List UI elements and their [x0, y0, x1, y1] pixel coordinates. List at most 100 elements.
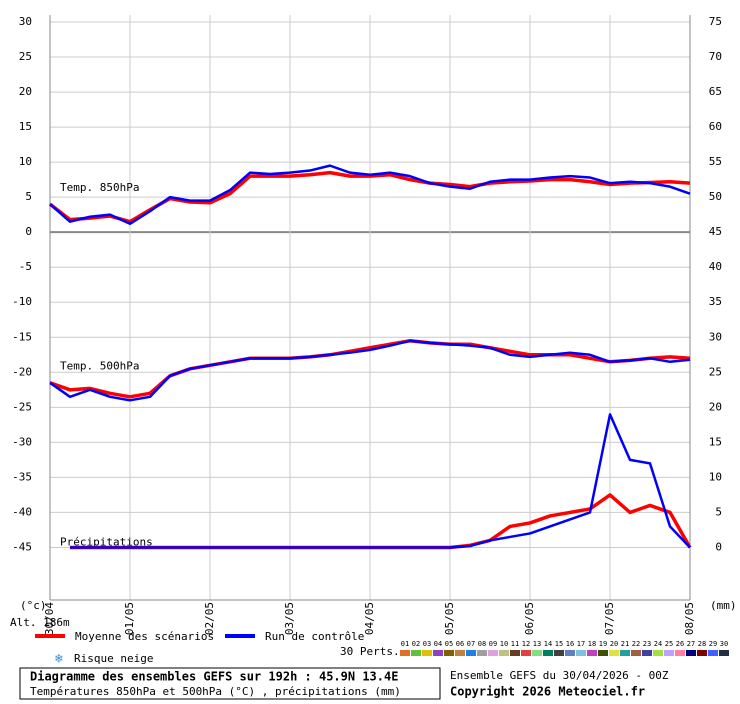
perturbation-label: 02: [412, 640, 420, 648]
perturbation-label: 28: [698, 640, 706, 648]
perturbation-label: 07: [467, 640, 475, 648]
perturbation-label: 05: [445, 640, 453, 648]
x-tick-label: 07/05: [603, 602, 616, 635]
perturbation-swatch: [631, 650, 641, 656]
perturbation-swatch: [609, 650, 619, 656]
annotation: Temp. 850hPa: [60, 181, 139, 194]
x-tick-label: 30/04: [43, 602, 56, 635]
perturbation-label: 13: [533, 640, 541, 648]
perturbation-label: 22: [632, 640, 640, 648]
perturbation-label: 23: [643, 640, 651, 648]
y-tick-label: -15: [12, 330, 32, 343]
y-tick-label: 20: [19, 85, 32, 98]
perturbation-label: 17: [577, 640, 585, 648]
y-tick-label: -30: [12, 435, 32, 448]
y-tick-label: -20: [12, 365, 32, 378]
y-tick-label: 30: [19, 15, 32, 28]
y-label: (°c): [20, 599, 47, 612]
perturbation-label: 25: [665, 640, 673, 648]
perturbation-swatch: [422, 650, 432, 656]
legend-label: Moyenne des scénarios: [75, 630, 214, 643]
perturbation-label: 27: [687, 640, 695, 648]
series-line: [49, 164, 691, 226]
legend-label: Risque neige: [74, 652, 153, 665]
perturbation-swatch: [576, 650, 586, 656]
perturbation-swatch: [400, 650, 410, 656]
y2-tick-label: 65: [709, 85, 722, 98]
perturbation-label: 20: [610, 640, 618, 648]
perturbation-label: 26: [676, 640, 684, 648]
perturbation-swatch: [543, 650, 553, 656]
perturbation-label: 06: [456, 640, 464, 648]
perturbations-label: 30 Perts.: [340, 645, 400, 658]
perturbation-label: 10: [500, 640, 508, 648]
perturbation-label: 21: [621, 640, 629, 648]
perturbation-swatch: [697, 650, 707, 656]
y-tick-label: 5: [25, 190, 32, 203]
perturbation-swatch: [719, 650, 729, 656]
y2-tick-label: 20: [709, 400, 722, 413]
perturbation-swatch: [433, 650, 443, 656]
y-tick-label: 10: [19, 155, 32, 168]
y-tick-label: -25: [12, 400, 32, 413]
x-tick-label: 08/05: [683, 602, 696, 635]
perturbation-label: 09: [489, 640, 497, 648]
y2-tick-label: 55: [709, 155, 722, 168]
y2-tick-label: 30: [709, 330, 722, 343]
y-tick-label: 0: [25, 225, 32, 238]
perturbation-label: 01: [401, 640, 409, 648]
perturbation-label: 08: [478, 640, 486, 648]
perturbation-swatch: [466, 650, 476, 656]
perturbation-swatch: [653, 650, 663, 656]
perturbation-swatch: [675, 650, 685, 656]
perturbation-swatch: [455, 650, 465, 656]
series-line: [49, 339, 691, 402]
perturbation-label: 16: [566, 640, 574, 648]
y2-tick-label: 50: [709, 190, 722, 203]
y-tick-label: -5: [19, 260, 32, 273]
perturbation-label: 30: [720, 640, 728, 648]
series-line: [49, 339, 691, 399]
perturbation-label: 12: [522, 640, 530, 648]
series-line: [70, 413, 691, 549]
perturbation-label: 11: [511, 640, 519, 648]
perturbation-swatch: [598, 650, 608, 656]
y2-tick-label: 10: [709, 470, 722, 483]
perturbation-swatch: [411, 650, 421, 656]
perturbation-swatch: [477, 650, 487, 656]
perturbation-swatch: [510, 650, 520, 656]
perturbation-swatch: [587, 650, 597, 656]
perturbation-swatch: [521, 650, 531, 656]
perturbation-label: 14: [544, 640, 552, 648]
x-tick-label: 06/05: [523, 602, 536, 635]
perturbation-swatch: [620, 650, 630, 656]
perturbation-swatch: [686, 650, 696, 656]
y2-tick-label: 35: [709, 295, 722, 308]
perturbation-swatch: [488, 650, 498, 656]
y2-tick-label: 40: [709, 260, 722, 273]
annotation: Précipitations: [60, 536, 153, 549]
perturbation-label: 03: [423, 640, 431, 648]
y-tick-label: 15: [19, 120, 32, 133]
x-tick-label: 01/05: [123, 602, 136, 635]
y-tick-label: -35: [12, 470, 32, 483]
y2-tick-label: 0: [715, 540, 722, 553]
chart-title: Diagramme des ensembles GEFS sur 192h : …: [30, 670, 398, 684]
legend-label: Run de contrôle: [265, 630, 364, 643]
x-tick-label: 03/05: [283, 602, 296, 635]
y2-tick-label: 75: [709, 15, 722, 28]
perturbation-swatch: [554, 650, 564, 656]
perturbation-label: 18: [588, 640, 596, 648]
annotation: Temp. 500hPa: [60, 360, 139, 373]
perturbation-swatch: [664, 650, 674, 656]
perturbation-label: 29: [709, 640, 717, 648]
copyright: Copyright 2026 Meteociel.fr: [450, 685, 645, 699]
y-tick-label: 25: [19, 50, 32, 63]
perturbation-label: 19: [599, 640, 607, 648]
y2-tick-label: 70: [709, 50, 722, 63]
y-tick-label: -40: [12, 505, 32, 518]
perturbation-swatch: [642, 650, 652, 656]
y2-tick-label: 45: [709, 225, 722, 238]
snow-icon: ❄: [54, 652, 63, 667]
